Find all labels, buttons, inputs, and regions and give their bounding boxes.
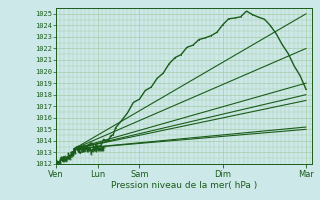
X-axis label: Pression niveau de la mer( hPa ): Pression niveau de la mer( hPa ) xyxy=(111,181,257,190)
